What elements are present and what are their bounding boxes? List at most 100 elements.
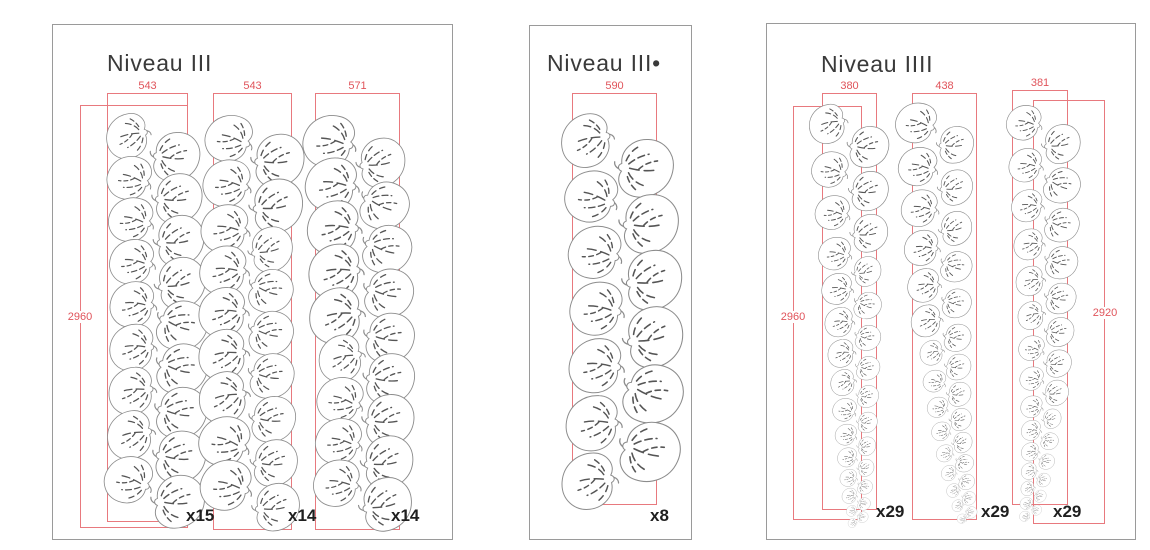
leaf-garland (553, 107, 692, 515)
monstera-leaf (907, 301, 947, 340)
monstera-leaf (846, 210, 893, 256)
monstera-leaf (895, 144, 942, 190)
dimension-box (912, 93, 977, 520)
panel-frame (529, 25, 692, 540)
monstera-leaf (949, 429, 976, 456)
monstera-leaf (106, 321, 160, 374)
dimension-label: 2960 (778, 311, 808, 323)
leaf-garland (803, 99, 893, 529)
monstera-leaf (1020, 419, 1043, 441)
monstera-leaf (1018, 479, 1038, 498)
leaf-garland (191, 109, 310, 536)
monstera-leaf (938, 286, 974, 321)
panel-title: Niveau III (107, 50, 213, 76)
leaf-garland (98, 107, 214, 531)
count-label: x8 (650, 506, 669, 525)
monstera-leaf (99, 107, 157, 165)
monstera-leaf (916, 337, 948, 369)
monstera-leaf (107, 237, 158, 287)
monstera-leaf (1010, 188, 1046, 224)
monstera-leaf (899, 188, 941, 229)
monstera-leaf (1043, 281, 1078, 316)
monstera-leaf (108, 280, 158, 329)
monstera-leaf (614, 356, 690, 432)
monstera-leaf (613, 137, 676, 199)
dimension-label: 543 (241, 80, 264, 92)
monstera-leaf (1004, 102, 1045, 143)
leaf-garland (1004, 102, 1086, 523)
monstera-leaf (822, 305, 857, 339)
count-label: x14 (391, 506, 420, 525)
monstera-leaf (1033, 489, 1047, 503)
monstera-leaf (612, 416, 686, 488)
monstera-leaf (1038, 430, 1061, 453)
monstera-leaf (933, 166, 977, 209)
monstera-leaf (245, 351, 297, 401)
monstera-leaf (105, 193, 159, 246)
leaf-garland (891, 97, 978, 525)
monstera-leaf (1037, 120, 1086, 168)
count-label: x15 (186, 506, 215, 525)
monstera-leaf (845, 504, 859, 518)
monstera-leaf (841, 487, 859, 505)
monstera-leaf (940, 464, 958, 482)
monstera-leaf (824, 336, 859, 370)
dimension-label: 590 (603, 80, 626, 92)
monstera-leaf (925, 394, 951, 420)
monstera-leaf (564, 221, 628, 284)
monstera-leaf (816, 235, 854, 272)
monstera-leaf (846, 168, 892, 214)
monstera-leaf (615, 190, 683, 258)
panel-frame (52, 24, 453, 540)
monstera-leaf (905, 266, 944, 305)
monstera-leaf (1043, 316, 1075, 348)
monstera-leaf (891, 97, 943, 148)
monstera-leaf (947, 406, 974, 433)
monstera-leaf (855, 435, 878, 458)
monstera-leaf (936, 247, 976, 287)
count-label: x14 (288, 506, 317, 525)
monstera-leaf (849, 288, 885, 323)
monstera-leaf (1039, 406, 1065, 431)
monstera-leaf (243, 307, 297, 360)
monstera-leaf (930, 420, 953, 442)
monstera-leaf (839, 468, 858, 487)
monstera-leaf (242, 221, 300, 278)
monstera-leaf (98, 449, 160, 510)
monstera-leaf (247, 436, 301, 489)
dimension-label: 2960 (65, 311, 95, 323)
monstera-leaf (553, 107, 622, 175)
monstera-leaf (1037, 161, 1086, 209)
panel-title: Niveau III• (547, 50, 662, 76)
monstera-leaf (615, 299, 692, 375)
monstera-leaf (100, 405, 162, 465)
monstera-leaf (567, 337, 626, 394)
monstera-leaf (200, 109, 259, 168)
monstera-leaf (555, 448, 624, 515)
count-label: x29 (981, 502, 1010, 521)
monstera-leaf (1040, 377, 1072, 409)
monstera-leaf (847, 252, 886, 290)
monstera-leaf (952, 451, 976, 475)
monstera-leaf (846, 517, 859, 529)
monstera-leaf (242, 263, 298, 319)
monstera-leaf (851, 322, 883, 354)
monstera-leaf (311, 457, 364, 509)
monstera-leaf (934, 207, 978, 250)
monstera-leaf (248, 395, 297, 444)
monstera-leaf (567, 279, 628, 338)
monstera-leaf (1018, 495, 1035, 512)
monstera-leaf (941, 322, 973, 353)
monstera-leaf (1015, 332, 1049, 365)
monstera-leaf (829, 394, 860, 425)
monstera-leaf (833, 421, 860, 448)
panel-frame (766, 23, 1136, 540)
dimension-label: 543 (136, 80, 159, 92)
monstera-leaf (1041, 243, 1081, 282)
monstera-leaf (812, 192, 854, 233)
monstera-leaf (559, 163, 626, 230)
monstera-leaf (1019, 394, 1045, 419)
monstera-leaf (820, 272, 855, 306)
dimension-label: 380 (838, 80, 861, 92)
